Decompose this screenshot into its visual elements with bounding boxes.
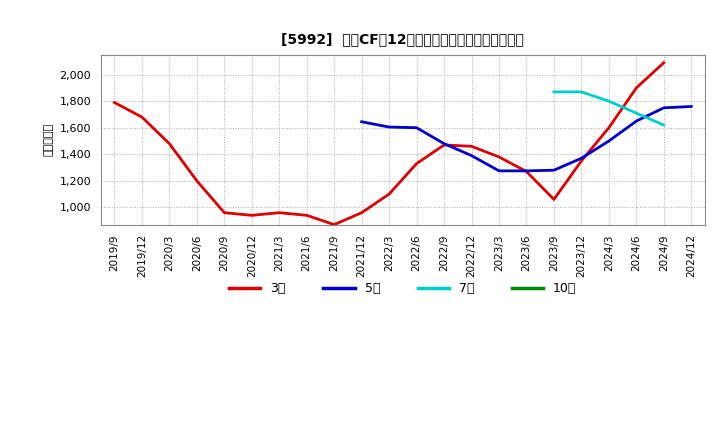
5年 [495, 168, 503, 173]
3年 [165, 141, 174, 146]
3年 [330, 222, 338, 227]
3年 [357, 210, 366, 215]
3年 [632, 85, 641, 91]
5年 [384, 125, 393, 130]
3年 [440, 142, 449, 147]
Line: 3年: 3年 [114, 62, 664, 225]
7年 [549, 89, 558, 95]
3年 [138, 114, 146, 120]
3年 [110, 100, 119, 105]
Line: 7年: 7年 [554, 92, 664, 125]
5年 [413, 125, 421, 130]
3年 [192, 178, 201, 183]
3年 [660, 60, 668, 65]
3年 [522, 169, 531, 174]
5年 [467, 153, 476, 158]
5年 [440, 141, 449, 146]
Y-axis label: （百万円）: （百万円） [44, 123, 54, 156]
Legend: 3年, 5年, 7年, 10年: 3年, 5年, 7年, 10年 [224, 277, 582, 300]
5年 [660, 105, 668, 110]
3年 [577, 158, 585, 164]
3年 [495, 154, 503, 160]
3年 [384, 191, 393, 197]
3年 [248, 213, 256, 218]
3年 [467, 144, 476, 149]
Line: 5年: 5年 [361, 106, 691, 171]
3年 [549, 197, 558, 202]
3年 [220, 210, 229, 215]
3年 [605, 125, 613, 130]
5年 [522, 168, 531, 173]
3年 [413, 161, 421, 166]
5年 [549, 168, 558, 173]
7年 [660, 122, 668, 128]
5年 [577, 156, 585, 161]
7年 [577, 89, 585, 95]
7年 [605, 99, 613, 104]
5年 [632, 118, 641, 124]
5年 [605, 138, 613, 143]
Title: [5992]  営業CFだ12か月移動合計の標準偏差の推移: [5992] 営業CFだ12か月移動合計の標準偏差の推移 [282, 33, 524, 47]
5年 [687, 104, 696, 109]
7年 [632, 110, 641, 116]
3年 [275, 210, 284, 215]
5年 [357, 119, 366, 125]
3年 [302, 213, 311, 218]
